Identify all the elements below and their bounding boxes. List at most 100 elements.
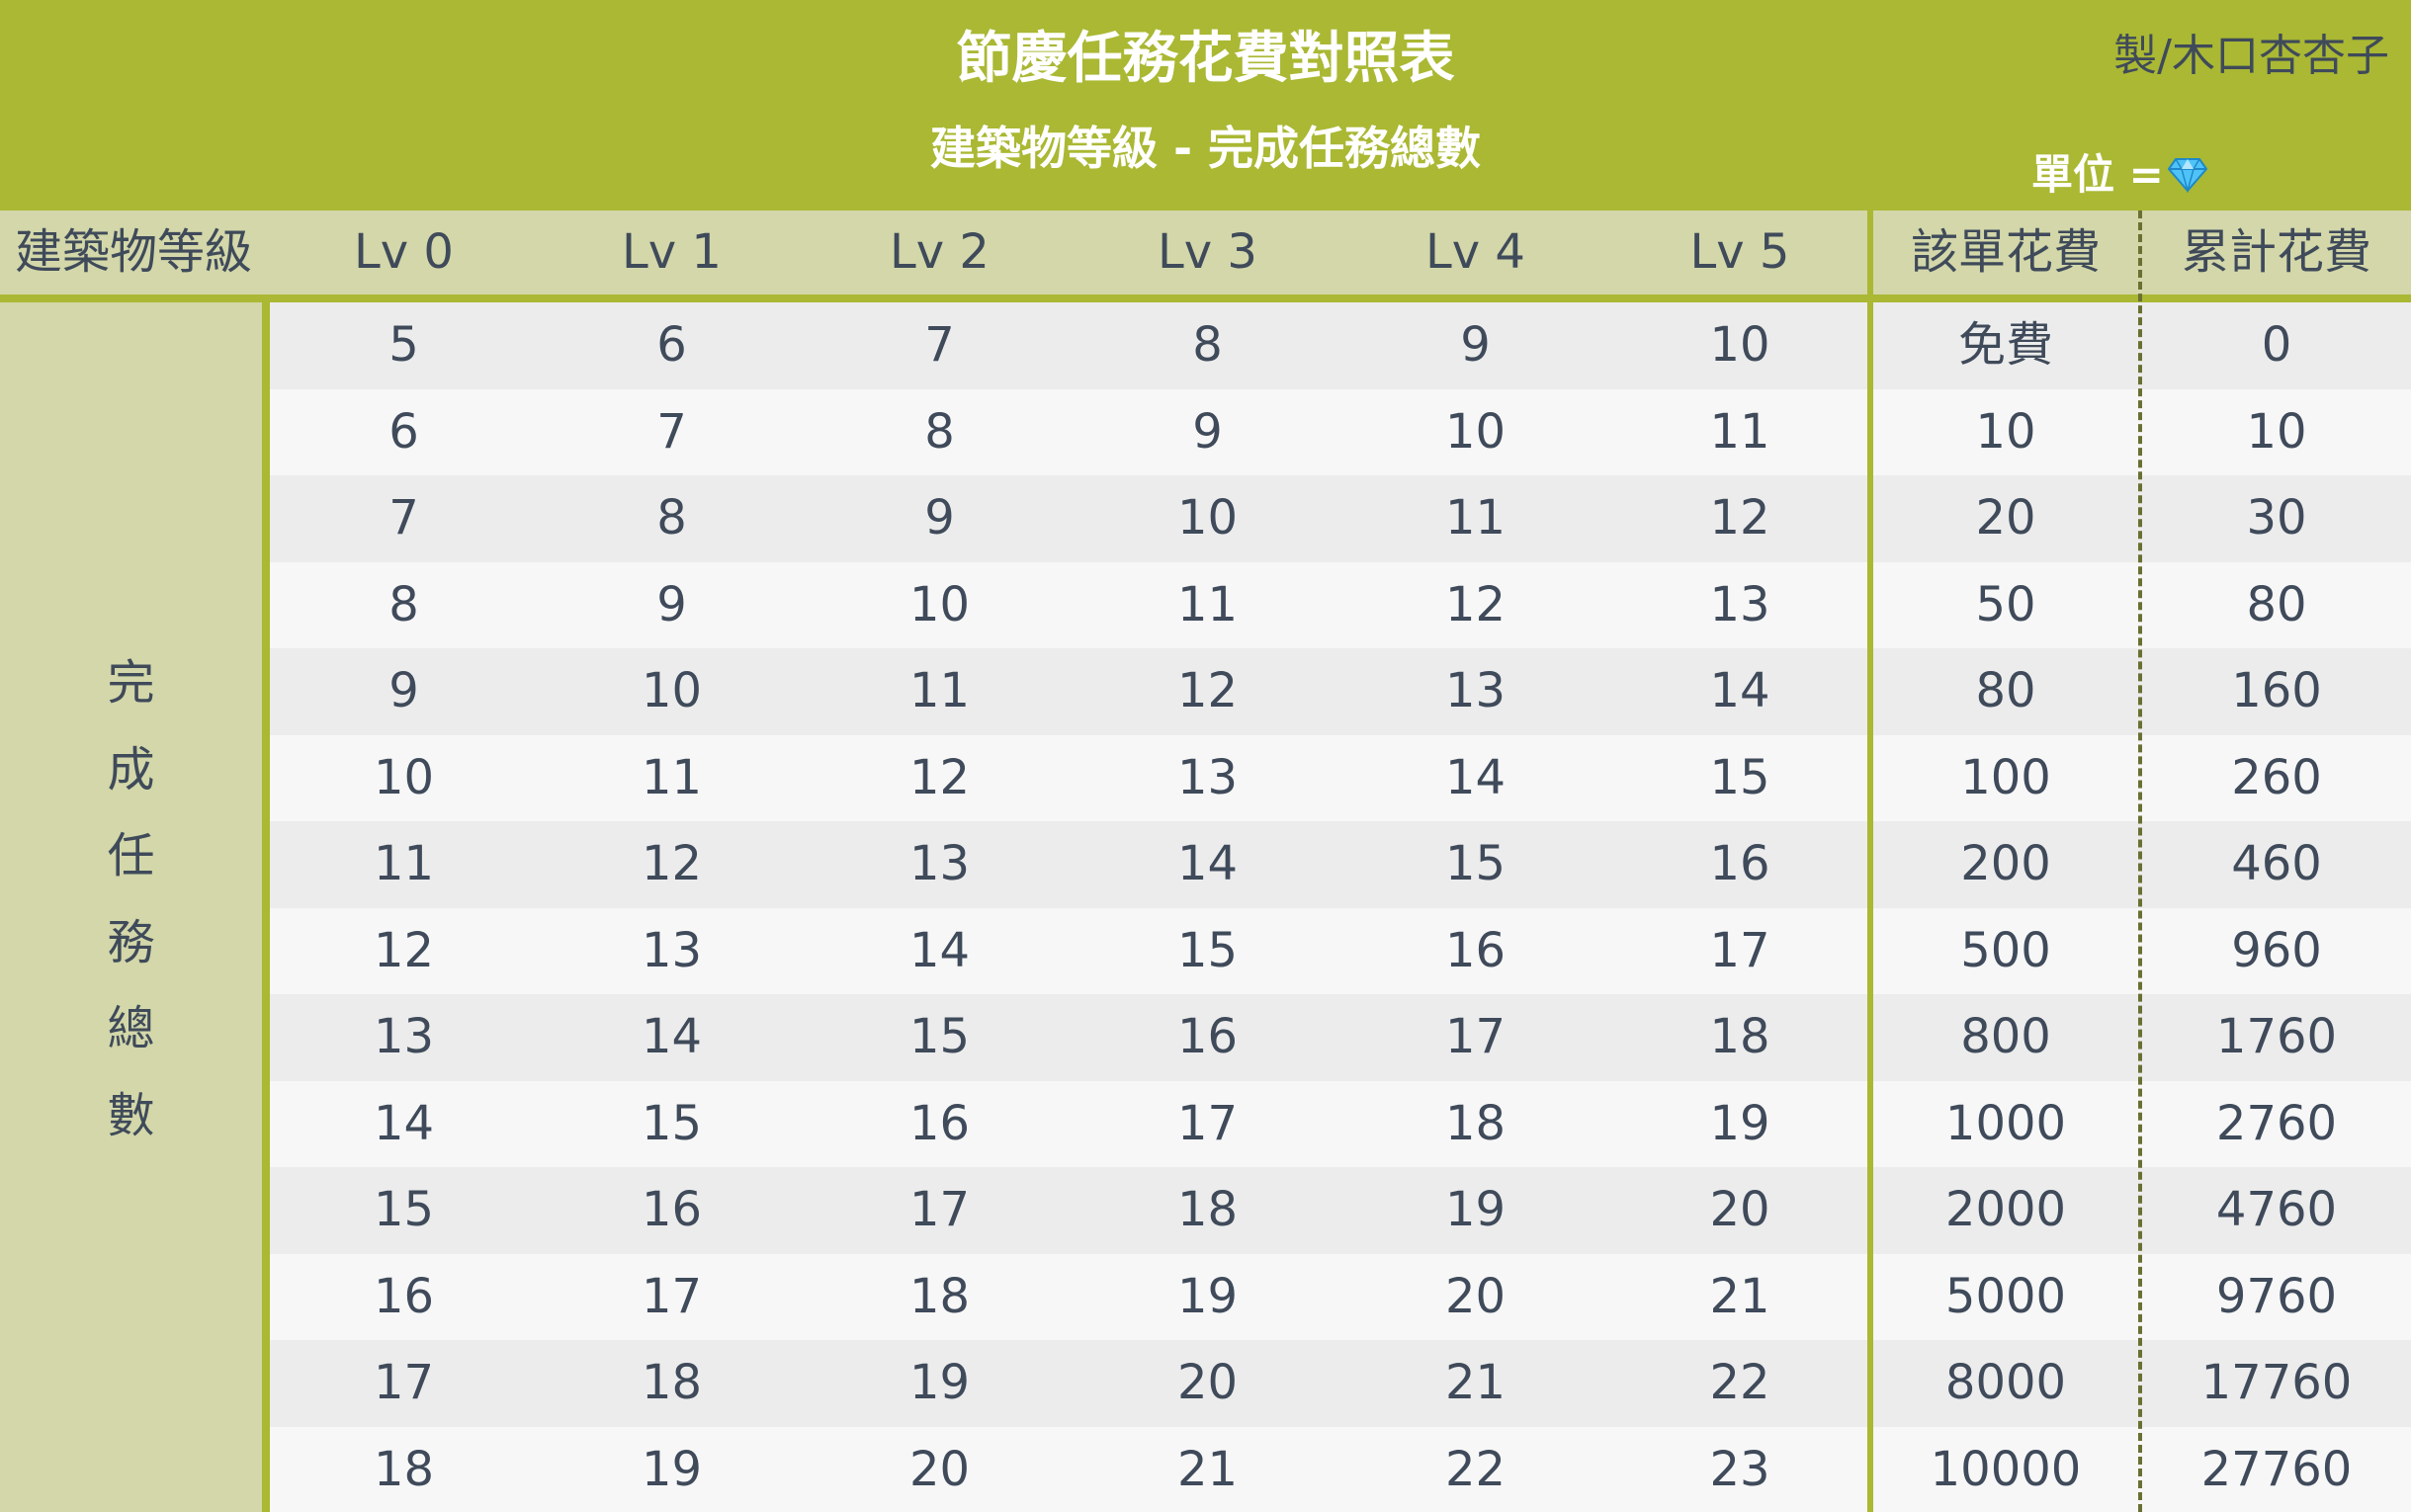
table-cell: 12 <box>641 836 703 891</box>
table-row: 16 17 18 19 20 21 5000 9760 <box>270 1253 2411 1340</box>
table-cell: 17 <box>908 1182 971 1237</box>
table-cell: 17 <box>1709 922 1770 978</box>
table-cell: 80 <box>2246 576 2307 632</box>
table-row: 15 16 17 18 19 20 2000 4760 <box>270 1167 2411 1254</box>
unit-label: 單位 = <box>2031 150 2164 199</box>
table-cell: 9 <box>656 576 687 632</box>
unit-legend: 單位 = <box>2031 140 2208 210</box>
cost-column-divider <box>2138 210 2142 1512</box>
column-header-bar <box>0 210 2411 294</box>
table-cell: 10 <box>2246 403 2307 460</box>
table-cell: 21 <box>1709 1268 1770 1324</box>
table-cell: 10 <box>1176 490 1239 546</box>
table-cell: 80 <box>1975 663 2036 718</box>
table-cell: 13 <box>1709 576 1770 632</box>
table-cell: 15 <box>1444 836 1507 891</box>
table-cell: 15 <box>1709 749 1770 805</box>
table-cell: 10 <box>641 663 703 718</box>
table-cell: 16 <box>373 1268 435 1324</box>
corner-header: 建築物等級 <box>14 224 252 280</box>
table-cell: 1000 <box>1944 1095 2067 1151</box>
table-cell: 12 <box>1444 576 1507 632</box>
table-cell: 16 <box>1176 1009 1239 1064</box>
table-cell: 13 <box>1176 749 1239 805</box>
table-cell: 免費 <box>1957 317 2053 373</box>
table-cell: 10 <box>1975 403 2036 460</box>
table-cell: 20 <box>1176 1355 1239 1410</box>
table-cell: 14 <box>1176 836 1239 891</box>
header-banner <box>0 0 2411 210</box>
table-row: 5 6 7 8 9 10 免費 0 <box>270 302 2411 389</box>
table-cell: 11 <box>641 749 703 805</box>
table-cell: 15 <box>1176 922 1239 978</box>
column-header-lv5: Lv 5 <box>1689 224 1790 280</box>
author-credit: 製/木口杏杏子 <box>2113 31 2389 81</box>
table-row: 11 12 13 14 15 16 200 460 <box>270 821 2411 908</box>
table-cell: 19 <box>1176 1268 1239 1324</box>
table-cell: 19 <box>1444 1182 1507 1237</box>
table-cell: 8 <box>924 403 955 460</box>
table-cell: 18 <box>1709 1009 1770 1064</box>
table-cell: 8 <box>1192 317 1223 373</box>
table-cell: 27760 <box>2200 1441 2353 1497</box>
table-cell: 200 <box>1960 836 2051 891</box>
table-cell: 13 <box>908 836 971 891</box>
table-cell: 16 <box>641 1182 703 1237</box>
table-cell: 2760 <box>2215 1095 2338 1151</box>
row-header-divider <box>262 302 270 1512</box>
table-cell: 2000 <box>1944 1182 2067 1237</box>
table-cell: 10000 <box>1930 1441 2082 1497</box>
table-cell: 11 <box>1176 576 1239 632</box>
table-cell: 12 <box>373 922 435 978</box>
table-cell: 13 <box>1444 663 1507 718</box>
table-cell: 8000 <box>1944 1355 2067 1410</box>
table-cell: 30 <box>2246 490 2307 546</box>
table-cell: 11 <box>1444 490 1507 546</box>
table-cell: 8 <box>388 576 419 632</box>
table-cell: 21 <box>1444 1355 1507 1410</box>
column-header-lv2: Lv 2 <box>890 224 990 280</box>
table-row: 7 8 9 10 11 12 20 30 <box>270 475 2411 562</box>
column-header-lv1: Lv 1 <box>622 224 722 280</box>
table-cell: 50 <box>1975 576 2036 632</box>
table-row: 14 15 16 17 18 19 1000 2760 <box>270 1080 2411 1167</box>
column-header-unit-cost: 該單花費 <box>1910 224 2101 280</box>
table-cell: 14 <box>1444 749 1507 805</box>
gem-icon <box>2167 144 2208 194</box>
table-cell: 16 <box>1709 836 1770 891</box>
cost-section-divider <box>1867 210 1873 1512</box>
table-cell: 17 <box>1176 1095 1239 1151</box>
table-cell: 17 <box>373 1355 435 1410</box>
table-cell: 260 <box>2231 749 2322 805</box>
table-cell: 20 <box>908 1441 971 1497</box>
table-cell: 10 <box>1709 317 1770 373</box>
table-cell: 18 <box>641 1355 703 1410</box>
table-cell: 11 <box>1709 403 1770 460</box>
table-cell: 11 <box>373 836 435 891</box>
page-title: 節慶任務花費對照表 <box>956 27 1455 91</box>
table-cell: 15 <box>373 1182 435 1237</box>
table-row: 13 14 15 16 17 18 800 1760 <box>270 994 2411 1081</box>
table-cell: 500 <box>1960 922 2051 978</box>
table-cell: 15 <box>641 1095 703 1151</box>
column-header-lv0: Lv 0 <box>354 224 454 280</box>
table-cell: 14 <box>641 1009 703 1064</box>
table-cell: 21 <box>1176 1441 1239 1497</box>
table-cell: 15 <box>908 1009 971 1064</box>
table-cell: 18 <box>1444 1095 1507 1151</box>
table-cell: 6 <box>388 403 419 460</box>
table-cell: 12 <box>908 749 971 805</box>
table-cell: 20 <box>1975 490 2036 546</box>
row-header-panel <box>0 302 262 1512</box>
table-cell: 16 <box>908 1095 971 1151</box>
table-cell: 9 <box>1460 317 1491 373</box>
table-cell: 18 <box>373 1441 435 1497</box>
table-cell: 800 <box>1960 1009 2051 1064</box>
table-row: 9 10 11 12 13 14 80 160 <box>270 648 2411 735</box>
table-cell: 17760 <box>2200 1355 2353 1410</box>
table-row: 17 18 19 20 21 22 8000 17760 <box>270 1340 2411 1427</box>
table-cell: 9760 <box>2215 1268 2338 1324</box>
table-cell: 7 <box>924 317 955 373</box>
table-row: 12 13 14 15 16 17 500 960 <box>270 907 2411 994</box>
